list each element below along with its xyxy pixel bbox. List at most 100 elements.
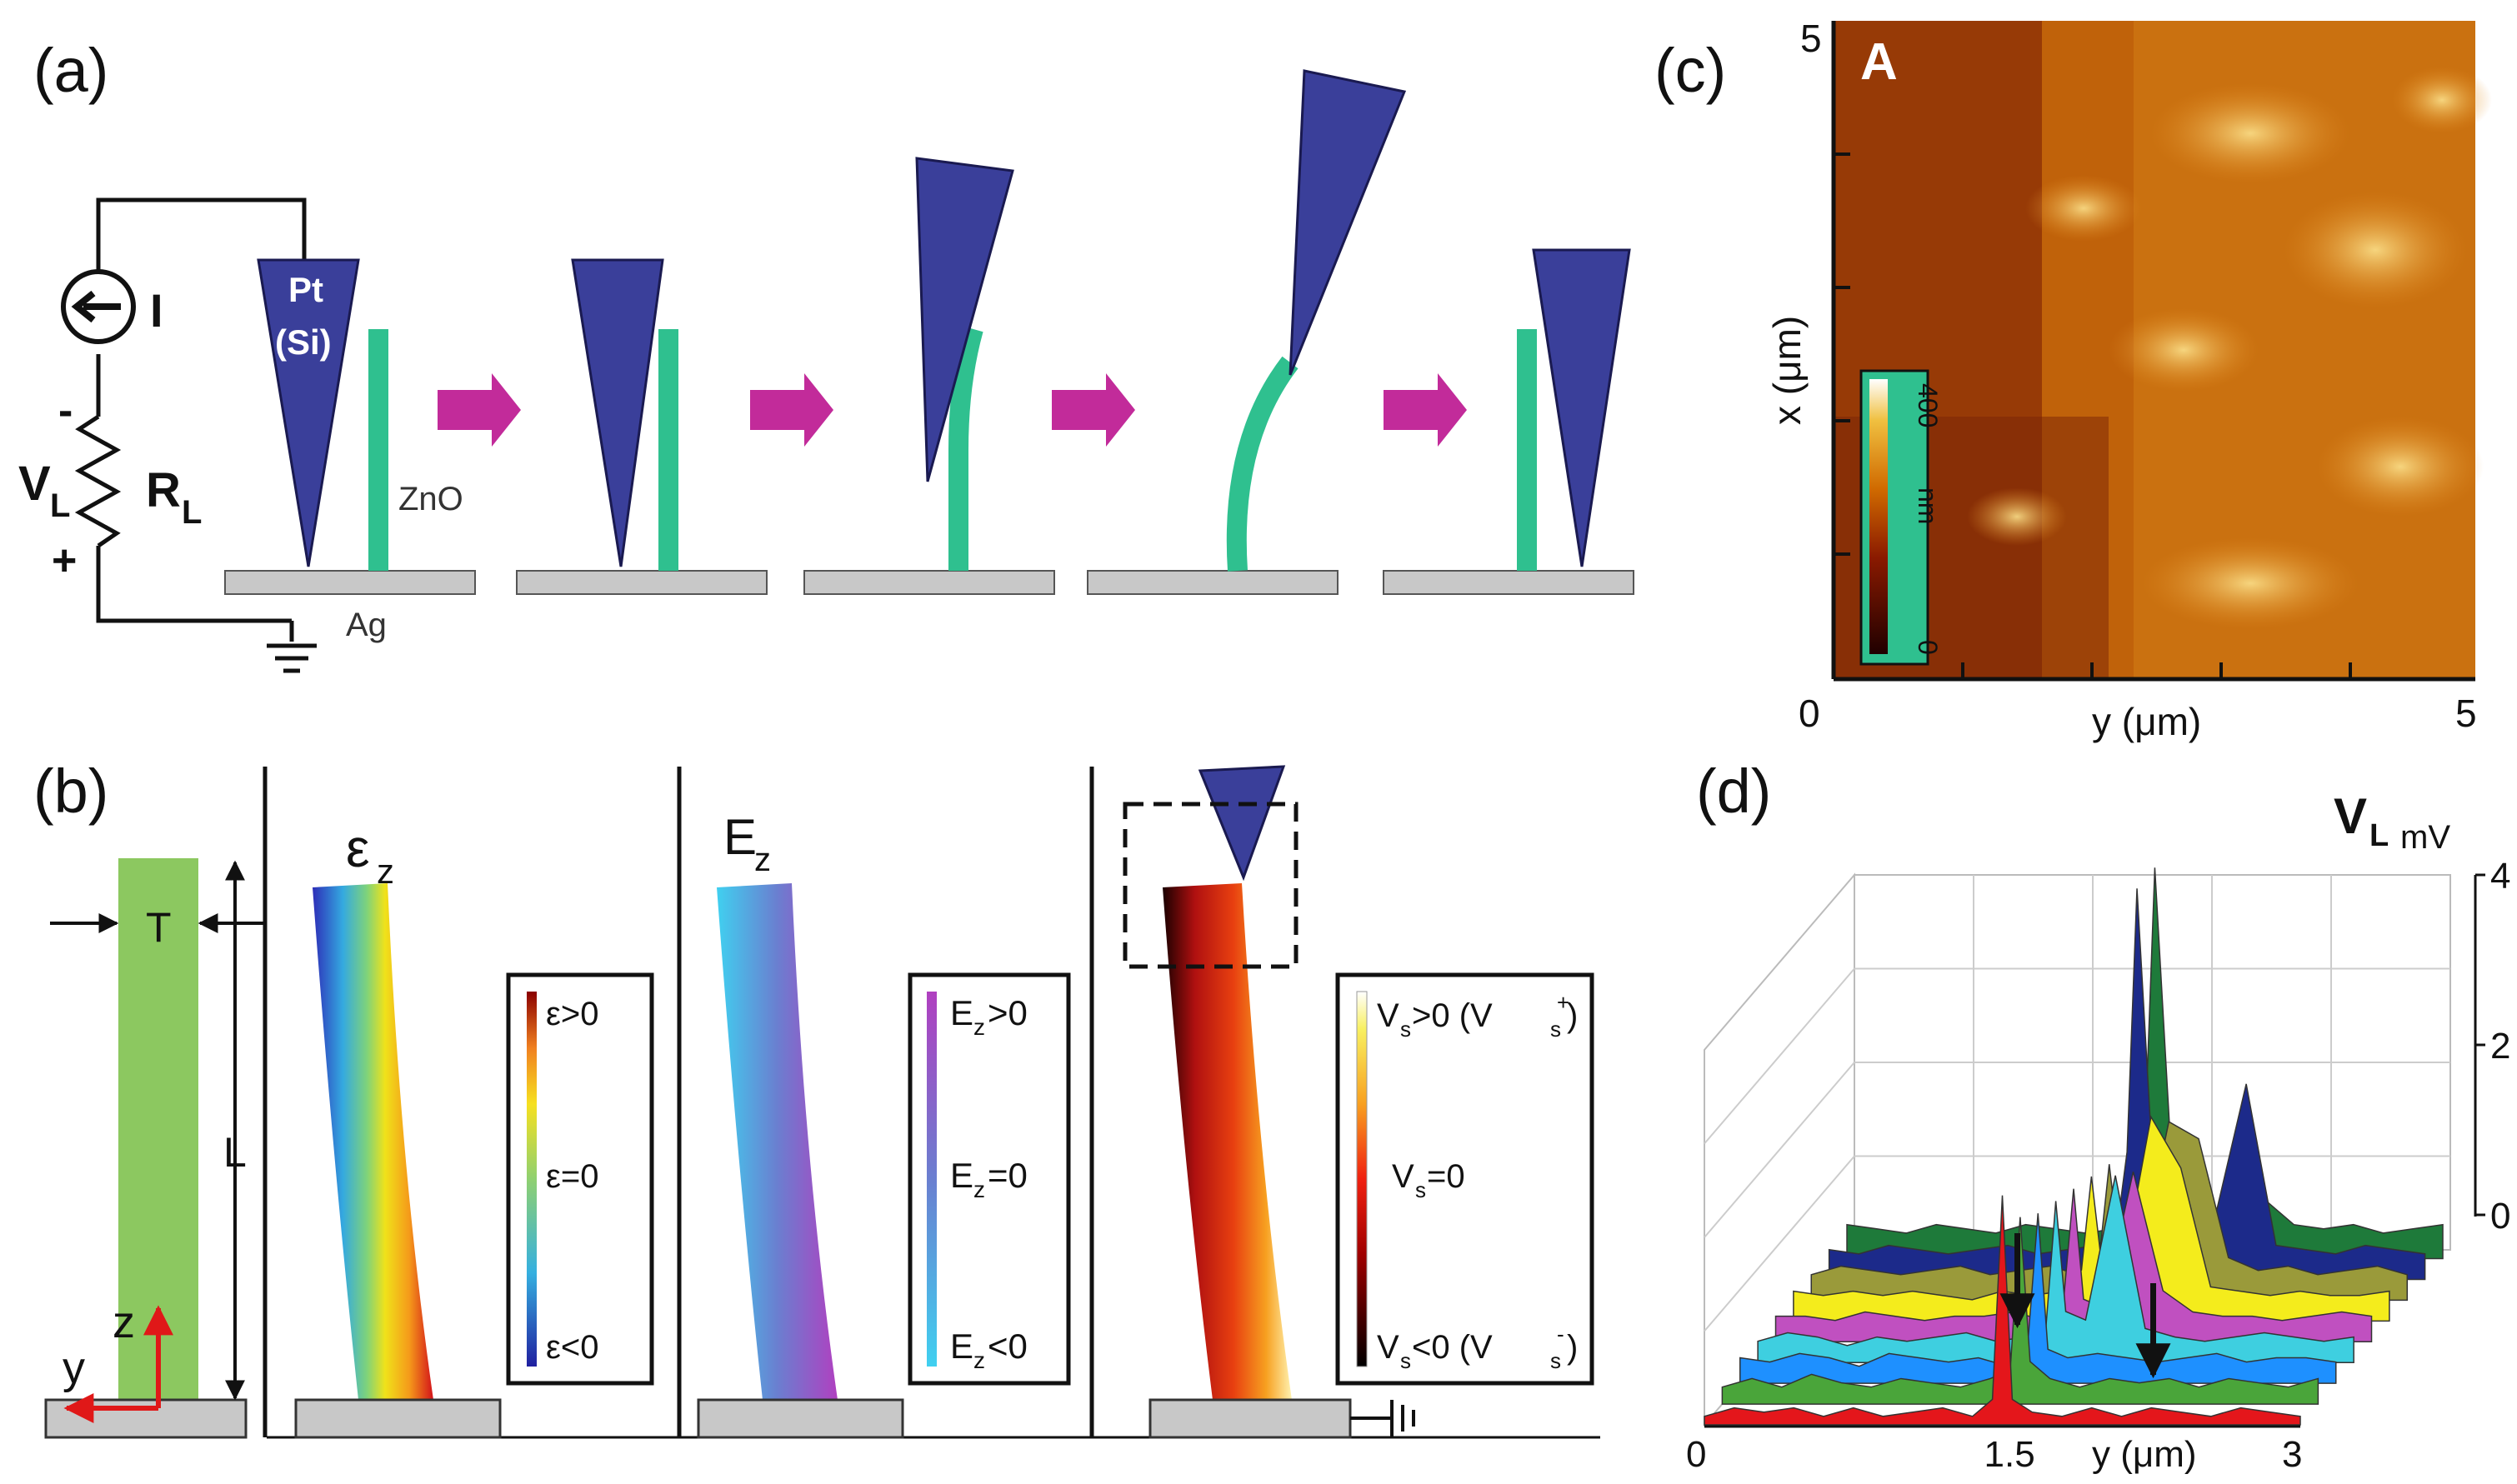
- chart-3d: 0 2 4 0 1.5 3: [1686, 856, 2510, 1475]
- strain-legend-zero: ε=0: [546, 1158, 598, 1195]
- chart-x-tick-label: 3: [2282, 1434, 2302, 1475]
- dashed-contact-box: [1123, 802, 1299, 969]
- panel-d: (d) V L mV y (μm) 0 2 4 0 1.5 3: [1686, 757, 2510, 1475]
- strain-title-symbol: ε: [346, 818, 370, 878]
- pot-legend-high-symbol: V: [1377, 997, 1399, 1034]
- field-legend-zero-symbol: E: [950, 1156, 973, 1195]
- pot-legend-zero-subscript: s: [1415, 1177, 1426, 1202]
- field-map: [717, 883, 838, 1400]
- axis-z-label: z: [113, 1297, 135, 1347]
- current-direction-arrow-icon: [71, 290, 121, 323]
- pot-legend-low-symbol: V: [1377, 1329, 1399, 1366]
- nanowire-stage-5: [1517, 329, 1537, 571]
- field-legend-zero-relation: =0: [988, 1156, 1028, 1195]
- thickness-label: T: [146, 904, 172, 951]
- current-symbol: I: [150, 284, 163, 337]
- pot-legend-low-subscript-2: s: [1550, 1348, 1561, 1373]
- nanowire-stage-2: [658, 329, 678, 571]
- field-legend-zero-subscript: z: [973, 1177, 985, 1202]
- pot-legend-low-subscript: s: [1400, 1348, 1411, 1373]
- chart-series-5: [1774, 1172, 2373, 1342]
- minus-sign: -: [58, 387, 73, 435]
- panel-c: (c) A 5 0 5 y (μm) x (μm): [1654, 17, 2492, 743]
- pot-legend-high-close: ): [1567, 997, 1578, 1034]
- chart-y-axis-subscript: L: [2369, 818, 2389, 853]
- field-legend-high-relation: >0: [988, 993, 1028, 1032]
- pot-legend-high-subscript-2: s: [1550, 1017, 1561, 1042]
- strain-colorbar: [527, 992, 537, 1367]
- axis-y-label: y: [63, 1343, 85, 1393]
- panel-b: (b) T L z y ε z ε>0 ε=0 ε<0 E z: [33, 757, 1600, 1439]
- pot-legend-zero-symbol: V: [1392, 1158, 1414, 1195]
- potential-colorbar: [1356, 991, 1368, 1367]
- afm-texture: [1834, 21, 2492, 679]
- chart-series-3: [1739, 1213, 2337, 1384]
- chart-value-tick-label: 0: [2490, 1196, 2510, 1237]
- afm-colorbar-max: 400: [1913, 383, 1943, 427]
- nanowire-label: ZnO: [398, 481, 463, 517]
- chart-value-tick-label: 4: [2490, 856, 2510, 897]
- chart-x-tick-label: 1.5: [1984, 1434, 2035, 1475]
- chart-x-axis-label: y (μm): [2092, 1434, 2197, 1475]
- substrate-stage-4: [1087, 570, 1339, 595]
- process-arrow-3-icon: [1052, 373, 1135, 447]
- field-legend-low-symbol: E: [950, 1327, 973, 1366]
- length-label: L: [223, 1129, 247, 1176]
- chart-gridline: [1704, 1155, 1855, 1332]
- pot-legend-low-relation: <0 (V: [1412, 1329, 1493, 1366]
- tip-stage-4: [1289, 69, 1407, 376]
- afm-image-label: A: [1860, 33, 1898, 91]
- resistor-symbol: R: [146, 463, 181, 517]
- strain-legend-low: ε<0: [546, 1329, 598, 1366]
- substrate-stage-1: [224, 570, 476, 595]
- pot-legend-zero-relation: =0: [1427, 1158, 1465, 1195]
- tip-stage-1: [257, 258, 360, 567]
- chart-series-6: [1793, 1115, 2390, 1322]
- strain-legend-high: ε>0: [546, 996, 598, 1032]
- field-legend-high-subscript: z: [973, 1014, 985, 1040]
- afm-ticks: [1834, 152, 2352, 679]
- chart-y-axis-symbol: V: [2334, 788, 2367, 844]
- field-colorbar: [927, 992, 937, 1367]
- voltage-symbol: V: [18, 457, 51, 511]
- nanowire-stage-4: [1226, 356, 1299, 572]
- plus-sign: +: [52, 537, 77, 585]
- tip-substrate-label: (Si): [275, 322, 332, 362]
- panel-c-label: (c): [1654, 36, 1726, 105]
- nanowire-stage-1: [368, 329, 388, 571]
- strain-title-subscript: z: [377, 852, 394, 891]
- process-arrow-1-icon: [438, 373, 521, 447]
- substrate-label: Ag: [346, 607, 387, 643]
- afm-x-tick-top: 5: [1800, 17, 1822, 60]
- afm-y-axis-label: y (μm): [2092, 700, 2201, 743]
- pot-legend-high-subscript: s: [1400, 1017, 1411, 1042]
- nanowire-stage-3: [948, 326, 983, 571]
- potential-legend-box: [1335, 972, 1594, 1386]
- chart-x-tick-label: 0: [1686, 1434, 1706, 1475]
- field-legend-low-subscript: z: [973, 1347, 985, 1373]
- field-title-subscript: z: [754, 842, 771, 878]
- chart-y-axis-unit: mV: [2400, 819, 2450, 856]
- afm-x-axis-label: x (μm): [1765, 316, 1809, 425]
- chart-value-tick-label: 2: [2490, 1026, 2510, 1067]
- tip-stage-3: [915, 157, 1014, 482]
- substrate-stage-5: [1383, 570, 1634, 595]
- tip-material-label: Pt: [288, 270, 323, 309]
- panel-a: (a) I - + V L R L Pt (Si) ZnO Ag: [18, 36, 1634, 673]
- pot-legend-high-superscript: +: [1557, 990, 1569, 1015]
- field-legend-low-relation: <0: [988, 1327, 1028, 1366]
- tip-stage-5: [1532, 248, 1631, 567]
- substrate-stage-2: [516, 570, 768, 595]
- pot-legend-low-superscript: -: [1557, 1322, 1564, 1347]
- process-arrow-4-icon: [1384, 373, 1467, 447]
- voltage-subscript: L: [50, 487, 70, 524]
- substrate-schematic: [44, 1398, 248, 1439]
- substrate-stage-3: [803, 570, 1055, 595]
- afm-colorbar-unit: nm: [1913, 487, 1943, 524]
- afm-tick-origin: 0: [1799, 692, 1820, 735]
- tip-stage-2: [571, 258, 664, 567]
- potential-map: [1163, 883, 1292, 1400]
- process-arrow-2-icon: [750, 373, 833, 447]
- field-legend-high-symbol: E: [950, 993, 973, 1032]
